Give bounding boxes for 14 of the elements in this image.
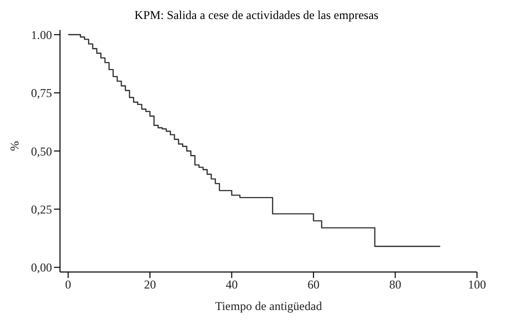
x-tick-label: 40	[226, 278, 238, 292]
y-tick-label: 0,25	[31, 202, 52, 216]
y-tick-label: 0,50	[31, 144, 52, 158]
y-tick-label: 0,00	[31, 260, 52, 275]
x-tick-label: 60	[307, 278, 320, 292]
x-tick-label: 100	[468, 278, 486, 292]
y-axis-title: %	[7, 141, 22, 151]
x-tick-label: 80	[389, 278, 402, 292]
x-axis-title: Tiempo de antigüedad	[215, 299, 322, 313]
y-tick-label: 1.00	[31, 28, 52, 42]
x-tick-label: 0	[65, 278, 72, 292]
chart-title: KPM: Salida a cese de actividades de las empresas	[134, 8, 380, 24]
x-tick-label: 20	[144, 278, 156, 292]
y-tick-label: 0,75	[31, 86, 52, 100]
